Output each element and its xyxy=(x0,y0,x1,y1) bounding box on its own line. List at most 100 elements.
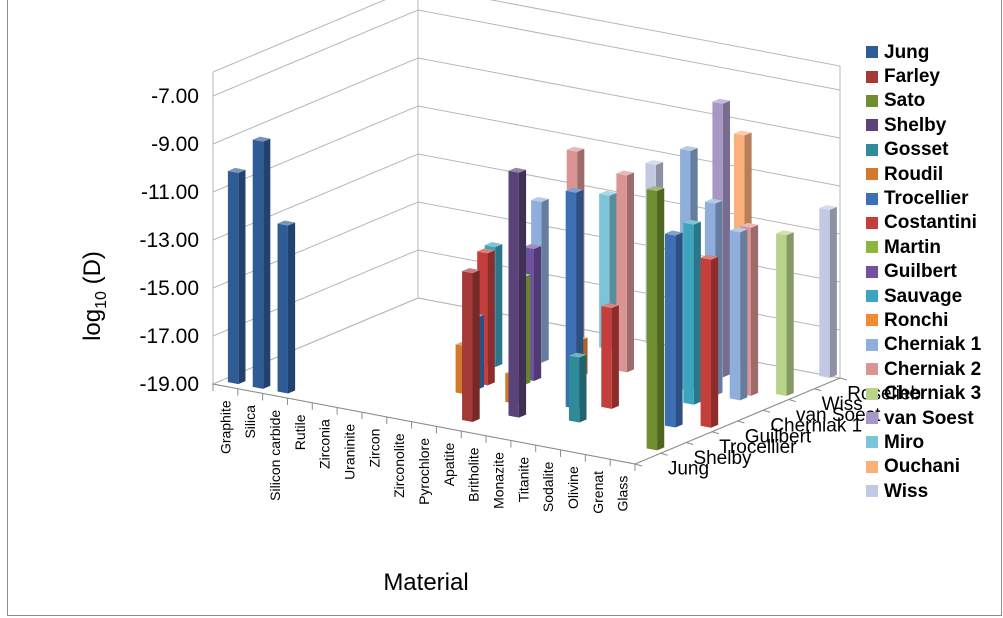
y-tick-label: -17.00 xyxy=(139,325,199,348)
bar-cherniak-2 xyxy=(616,170,634,373)
gridline xyxy=(212,9,841,97)
legend-label: Costantini xyxy=(884,212,977,234)
legend-swatch xyxy=(866,290,878,303)
bar-cherniak-1 xyxy=(729,227,748,401)
legend-item: van Soest xyxy=(866,406,1000,430)
chart-bars xyxy=(227,98,837,451)
bar-top xyxy=(477,248,495,254)
legend-swatch xyxy=(866,412,878,425)
bar-top xyxy=(484,242,503,248)
y-tick-label: -15.00 xyxy=(139,277,199,300)
x-axis-line xyxy=(212,383,636,465)
bar-front xyxy=(616,173,627,373)
legend-swatch xyxy=(866,241,878,254)
bar-front xyxy=(601,306,612,409)
depth-tick-mark xyxy=(737,420,745,424)
legend-label: Trocellier xyxy=(884,188,969,210)
bar-front xyxy=(508,170,519,418)
legend-item: Wiss xyxy=(866,479,1000,503)
bar-costantini xyxy=(601,303,619,409)
x-tick-label: Graphite xyxy=(217,400,233,454)
legend-item: Sauvage xyxy=(866,284,1000,308)
legend-label: van Soest xyxy=(884,407,974,429)
legend-item: Roudil xyxy=(866,162,1000,186)
legend-swatch xyxy=(866,46,878,59)
legend-item: Costantini xyxy=(866,211,1000,235)
legend-label: Miro xyxy=(884,431,925,453)
legend-label: Cherniak 3 xyxy=(884,383,982,405)
x-tick-label: Silica xyxy=(242,405,258,439)
y-tick-label: -11.00 xyxy=(141,181,199,204)
depth-tick-label: Trocellier xyxy=(719,437,797,458)
legend-label: Roudil xyxy=(884,163,944,185)
bar-top xyxy=(227,167,246,173)
bar-top xyxy=(462,268,480,274)
bar-front xyxy=(646,189,658,451)
x-tick-label: Monazite xyxy=(490,452,506,509)
bar-top xyxy=(680,145,698,151)
legend-item: Martin xyxy=(866,235,1000,259)
bar-farley xyxy=(462,268,480,422)
bar-cherniak-3 xyxy=(776,230,794,397)
depth-tick-mark xyxy=(711,431,720,435)
bar-front xyxy=(252,139,264,389)
bar-gosset xyxy=(568,352,587,423)
bar-top xyxy=(645,160,664,165)
bar-side xyxy=(693,221,701,405)
bar-side xyxy=(675,232,683,428)
legend-label: Guilbert xyxy=(884,261,957,283)
legend-label: Wiss xyxy=(884,480,929,502)
legend-swatch xyxy=(866,485,878,498)
bar-top xyxy=(700,254,719,260)
depth-tick-label: Roselieb xyxy=(847,383,921,404)
depth-tick-mark xyxy=(762,409,771,413)
legend-swatch xyxy=(866,168,878,181)
legend-label: Shelby xyxy=(884,114,947,136)
legend-item: Miro xyxy=(866,430,1000,454)
bar-top xyxy=(277,220,296,226)
bar-side xyxy=(287,222,296,394)
bar-top xyxy=(565,187,584,193)
legend-item: Gosset xyxy=(866,138,1000,162)
legend-item: Cherniak 3 xyxy=(866,381,1000,405)
bar-jung xyxy=(277,220,296,394)
bar-side xyxy=(722,100,731,378)
depth-tick-mark xyxy=(814,388,822,392)
bar-front xyxy=(776,233,787,397)
depth-tick-label: van Soest xyxy=(796,405,881,426)
bar-side xyxy=(238,169,246,385)
x-tick-label: Titanite xyxy=(515,457,531,503)
x-tick-label: Pyrochlore xyxy=(416,438,432,505)
legend-label: Ouchani xyxy=(884,456,961,478)
legend-label: Sauvage xyxy=(884,285,963,307)
legend-item: Jung xyxy=(866,40,1000,64)
bar-top xyxy=(252,136,271,142)
bar-side xyxy=(611,305,619,409)
bar-top xyxy=(568,352,587,358)
legend-swatch xyxy=(866,70,878,83)
gridline xyxy=(212,57,841,145)
bar-top xyxy=(566,146,585,152)
bar-side xyxy=(750,224,759,396)
x-tick-label: Britholite xyxy=(466,447,482,502)
legend-swatch xyxy=(866,363,878,376)
legend-item: Guilbert xyxy=(866,260,1000,284)
depth-tick-mark xyxy=(660,452,668,456)
legend-item: Ouchani xyxy=(866,455,1000,479)
legend-swatch xyxy=(866,143,878,156)
x-tick-label: Olivine xyxy=(565,466,581,509)
bar-top xyxy=(523,244,542,250)
legend-item: Sato xyxy=(866,89,1000,113)
bar-side xyxy=(657,188,665,451)
bar-top xyxy=(712,98,731,104)
legend-label: Martin xyxy=(884,236,941,258)
bar-side xyxy=(786,232,794,397)
x-tick-label: Rutile xyxy=(292,414,308,450)
bar-sato xyxy=(646,186,665,451)
depth-tick-mark xyxy=(839,377,848,381)
legend-swatch xyxy=(866,314,878,327)
bar-side xyxy=(579,354,587,423)
y-tick-label: -9.00 xyxy=(151,133,199,156)
bar-top xyxy=(601,303,619,309)
